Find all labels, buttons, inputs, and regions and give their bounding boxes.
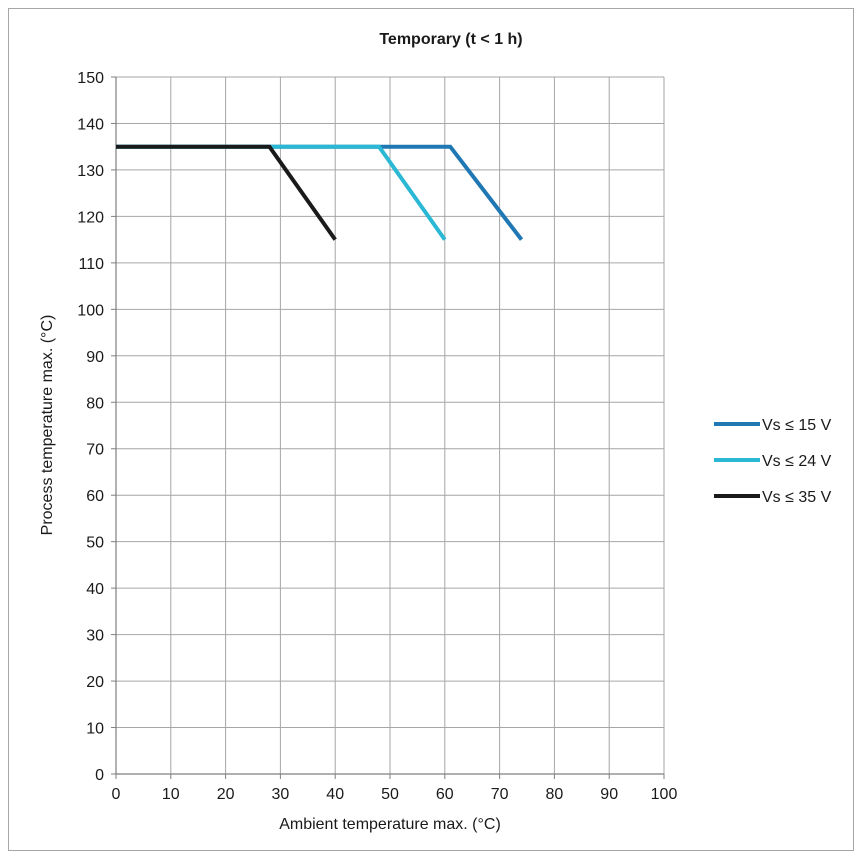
y-axis-ticks: 0 10 20 30 40 50 60 70 80 90 100 110 120 130 140 150 xyxy=(77,70,116,784)
y-tick-label: 0 xyxy=(95,767,104,784)
series-line-3 xyxy=(116,144,337,241)
legend-item: Vs ≤ 35 V xyxy=(714,489,832,506)
y-tick-label: 10 xyxy=(86,721,104,738)
legend-label: Vs ≤ 15 V xyxy=(762,417,832,434)
x-tick-label: 70 xyxy=(491,786,509,803)
x-tick-label: 100 xyxy=(651,786,678,803)
grid xyxy=(115,76,665,775)
y-tick-label: 100 xyxy=(77,302,104,319)
y-tick-label: 50 xyxy=(86,535,104,552)
x-axis-ticks: 0 10 20 30 40 50 60 70 80 90 100 xyxy=(112,774,678,803)
y-axis-title: Process temperature max. (°C) xyxy=(39,315,56,536)
chart-title: Temporary (t < 1 h) xyxy=(379,31,522,48)
y-tick-label: 40 xyxy=(86,581,104,598)
y-tick-label: 70 xyxy=(86,442,104,459)
x-tick-label: 40 xyxy=(326,786,344,803)
x-tick-label: 20 xyxy=(217,786,235,803)
series-line-1 xyxy=(116,144,524,241)
legend: Vs ≤ 15 V Vs ≤ 24 V Vs ≤ 35 V xyxy=(714,417,832,506)
y-tick-label: 30 xyxy=(86,628,104,645)
y-tick-label: 80 xyxy=(86,395,104,412)
y-tick-label: 120 xyxy=(77,209,104,226)
x-tick-label: 0 xyxy=(112,786,121,803)
legend-item: Vs ≤ 24 V xyxy=(714,453,832,470)
x-tick-label: 80 xyxy=(546,786,564,803)
legend-label: Vs ≤ 24 V xyxy=(762,453,832,470)
x-tick-label: 90 xyxy=(600,786,618,803)
y-tick-label: 140 xyxy=(77,116,104,133)
y-tick-label: 60 xyxy=(86,488,104,505)
y-tick-label: 90 xyxy=(86,349,104,366)
x-tick-label: 60 xyxy=(436,786,454,803)
x-tick-label: 30 xyxy=(272,786,290,803)
y-tick-label: 130 xyxy=(77,163,104,180)
legend-label: Vs ≤ 35 V xyxy=(762,489,832,506)
x-tick-label: 10 xyxy=(162,786,180,803)
legend-item: Vs ≤ 15 V xyxy=(714,417,832,434)
y-tick-label: 20 xyxy=(86,674,104,691)
series-lines xyxy=(116,144,524,241)
x-tick-label: 50 xyxy=(381,786,399,803)
y-tick-label: 150 xyxy=(77,70,104,87)
y-tick-label: 110 xyxy=(78,256,104,273)
x-axis-title: Ambient temperature max. (°C) xyxy=(279,816,501,833)
